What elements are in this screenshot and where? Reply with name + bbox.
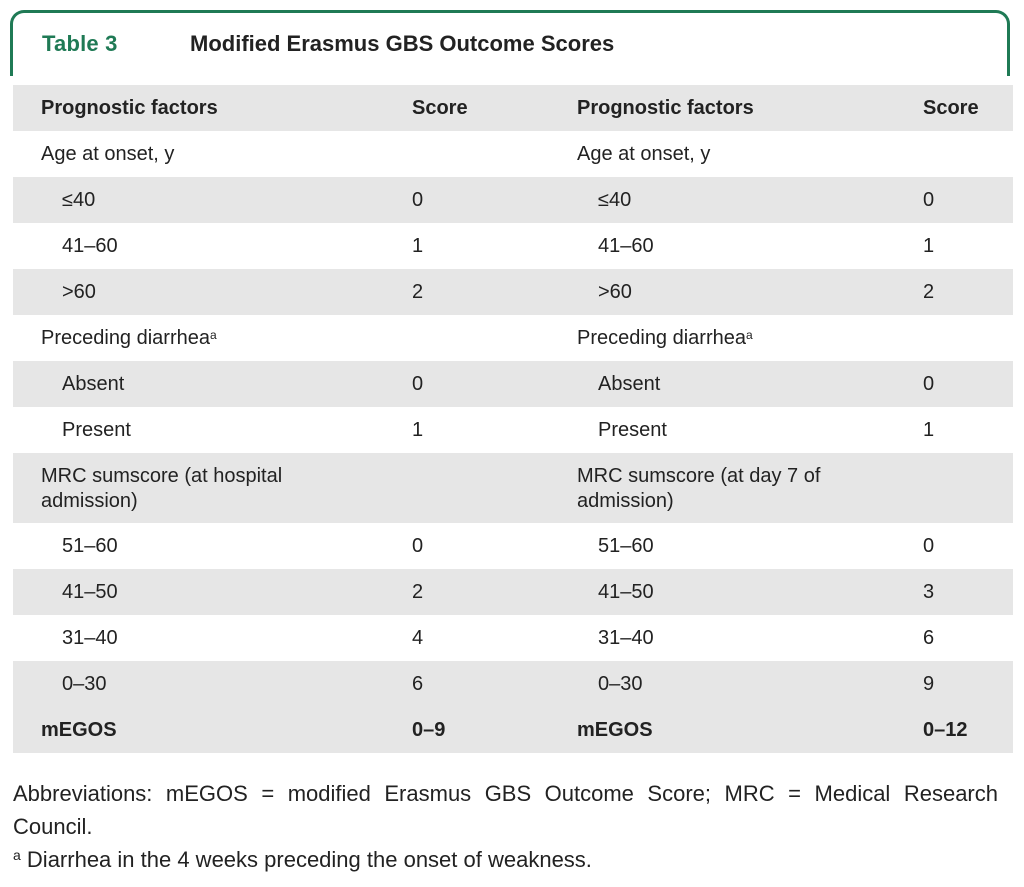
footnote: a Diarrhea in the 4 weeks preceding the … <box>13 843 998 876</box>
row-right-score: 3 <box>923 581 935 603</box>
table-row: >60 2 >60 2 <box>13 269 1013 315</box>
table-row: 41–50 2 41–50 3 <box>13 569 1013 615</box>
total-right-score: 0–12 <box>923 719 968 741</box>
table-row: 51–60 0 51–60 0 <box>13 523 1013 569</box>
row-right-factor: 41–50 <box>598 581 654 603</box>
table-row: ≤40 0 ≤40 0 <box>13 177 1013 223</box>
row-right-factor: Age at onset, y <box>577 143 711 165</box>
row-right-score: 1 <box>923 235 935 257</box>
total-left-label: mEGOS <box>41 719 117 741</box>
row-left-factor: Age at onset, y <box>41 143 175 165</box>
header-left-factor: Prognostic factors <box>41 97 218 119</box>
row-left-score: 6 <box>412 673 424 695</box>
table-label: Table 3 <box>42 31 118 56</box>
table-row: MRC sumscore (at hospital admission) MRC… <box>13 453 1013 523</box>
row-left-factor: Absent <box>62 373 125 395</box>
table-row: 0–30 6 0–30 9 <box>13 661 1013 707</box>
row-left-factor: MRC sumscore (at hospital admission) <box>41 465 283 512</box>
table-title: Modified Erasmus GBS Outcome Scores <box>190 31 615 56</box>
row-right-score: 1 <box>923 419 935 441</box>
table-row: Present 1 Present 1 <box>13 407 1013 453</box>
row-right-factor: Present <box>598 419 667 441</box>
table-row: 41–60 1 41–60 1 <box>13 223 1013 269</box>
row-right-score: 6 <box>923 627 935 649</box>
table-header-row: Prognostic factors Score Prognostic fact… <box>13 85 1013 131</box>
footnote-text: Diarrhea in the 4 weeks preceding the on… <box>26 847 592 872</box>
row-right-score: 2 <box>923 281 935 303</box>
row-right-factor: 31–40 <box>598 627 654 649</box>
row-left-score: 0 <box>412 535 424 557</box>
row-right-factor: >60 <box>598 281 632 303</box>
row-left-score: 1 <box>412 419 424 441</box>
row-right-score: 0 <box>923 373 935 395</box>
row-right-score: 9 <box>923 673 935 695</box>
table-notes: Abbreviations: mEGOS = modified Erasmus … <box>13 777 998 876</box>
footnote-marker: a <box>13 847 21 863</box>
row-left-factor: 0–30 <box>62 673 107 695</box>
row-left-factor: 51–60 <box>62 535 118 557</box>
footnote-marker: a <box>746 328 753 342</box>
footnote-marker: a <box>210 328 217 342</box>
header-right-factor: Prognostic factors <box>577 97 754 119</box>
row-right-factor: Absent <box>598 373 661 395</box>
row-right-score: 0 <box>923 189 935 211</box>
row-left-score: 2 <box>412 281 424 303</box>
row-left-factor: Present <box>62 419 131 441</box>
abbreviations-note: Abbreviations: mEGOS = modified Erasmus … <box>13 781 998 839</box>
row-right-factor: ≤40 <box>598 189 632 211</box>
row-left-factor: ≤40 <box>62 189 96 211</box>
row-left-score: 0 <box>412 189 424 211</box>
row-left-factor: Preceding diarrheaa <box>41 327 217 349</box>
row-left-score: 2 <box>412 581 424 603</box>
row-left-score: 4 <box>412 627 424 649</box>
table-row: Absent 0 Absent 0 <box>13 361 1013 407</box>
row-left-factor: 31–40 <box>62 627 118 649</box>
table-row: 31–40 4 31–40 6 <box>13 615 1013 661</box>
row-right-factor: Preceding diarrheaa <box>577 327 753 349</box>
table-header-frame <box>10 10 1010 76</box>
row-left-factor: >60 <box>62 281 96 303</box>
total-right-label: mEGOS <box>577 719 653 741</box>
row-left-score: 1 <box>412 235 424 257</box>
table-row: Age at onset, y Age at onset, y <box>13 131 1013 177</box>
table-row: Preceding diarrheaa Preceding diarrheaa <box>13 315 1013 361</box>
row-left-factor: 41–60 <box>62 235 118 257</box>
scores-table: Prognostic factors Score Prognostic fact… <box>13 85 1013 753</box>
header-left-score: Score <box>412 97 468 119</box>
row-left-factor: 41–50 <box>62 581 118 603</box>
row-right-factor: MRC sumscore (at day 7 of admission) <box>577 465 821 512</box>
row-right-factor: 41–60 <box>598 235 654 257</box>
row-right-score: 0 <box>923 535 935 557</box>
header-right-score: Score <box>923 97 979 119</box>
row-right-factor: 51–60 <box>598 535 654 557</box>
total-left-score: 0–9 <box>412 719 446 741</box>
row-right-factor: 0–30 <box>598 673 643 695</box>
table-total-row: mEGOS 0–9 mEGOS 0–12 <box>13 707 1013 753</box>
row-left-score: 0 <box>412 373 424 395</box>
